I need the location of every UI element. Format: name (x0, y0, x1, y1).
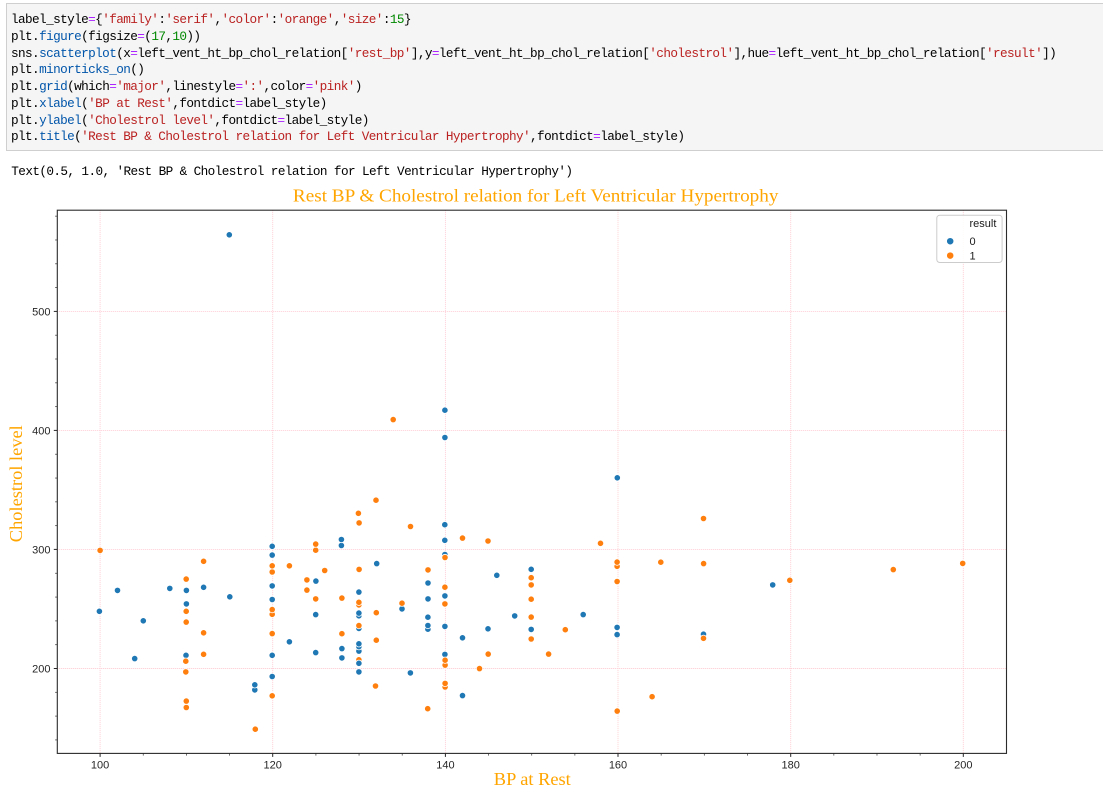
svg-text:result: result (970, 218, 997, 230)
svg-text:100: 100 (91, 759, 109, 771)
svg-text:400: 400 (32, 425, 50, 437)
svg-text:200: 200 (32, 663, 50, 675)
svg-text:Cholestrol level: Cholestrol level (6, 425, 26, 542)
svg-text:500: 500 (32, 306, 50, 318)
svg-text:160: 160 (609, 759, 627, 771)
svg-text:120: 120 (264, 759, 282, 771)
svg-text:140: 140 (436, 759, 454, 771)
svg-text:0: 0 (970, 236, 976, 248)
svg-text:BP at Rest: BP at Rest (494, 769, 571, 789)
svg-text:180: 180 (782, 759, 800, 771)
svg-text:Rest BP & Cholestrol relation: Rest BP & Cholestrol relation for Left V… (293, 185, 779, 205)
svg-text:1: 1 (970, 251, 976, 263)
svg-text:300: 300 (32, 544, 50, 556)
svg-text:200: 200 (954, 759, 972, 771)
